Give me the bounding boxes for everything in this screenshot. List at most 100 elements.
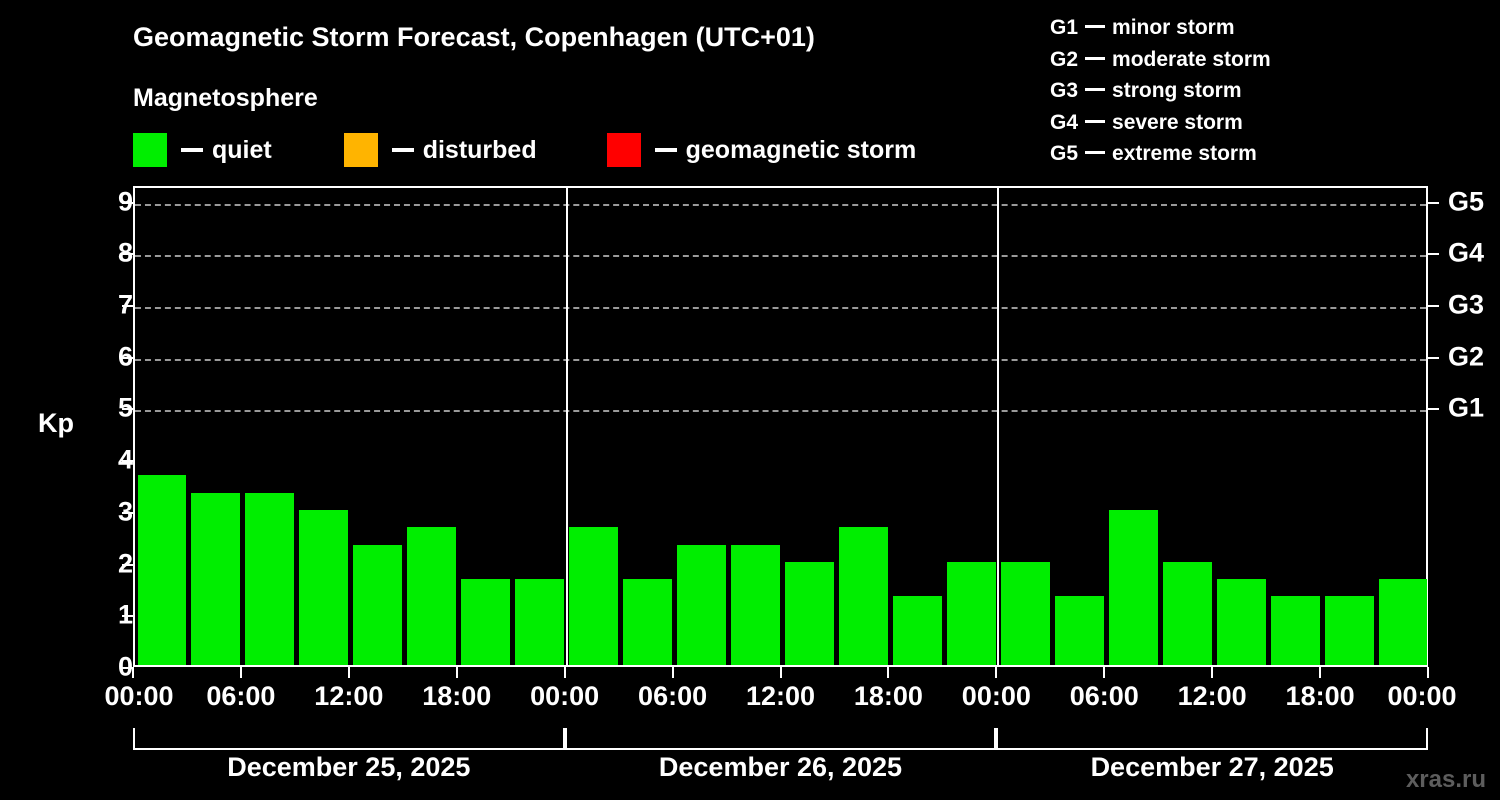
bar: [892, 596, 942, 665]
legend-item-label: geomagnetic storm: [685, 135, 917, 164]
y-axis-tick: [122, 667, 133, 669]
y-axis-tick: [122, 615, 133, 618]
x-axis-tick: [671, 667, 674, 678]
y-axis-tick-label: 8: [117, 237, 133, 268]
y-axis: 0 1 2 3 4 5 6 7 8 9: [75, 186, 133, 682]
bar: [461, 578, 511, 665]
storm-swatch: [606, 133, 641, 167]
gridline: [135, 306, 1426, 309]
legend: quiet disturbed geomagnetic storm: [133, 133, 916, 167]
g-axis-tick: [1428, 253, 1439, 256]
disturbed-swatch: [343, 133, 378, 167]
g-scale-code: G1: [1050, 16, 1079, 39]
y-axis-tick-label: 5: [117, 392, 133, 423]
x-axis-tick: [779, 667, 782, 678]
y-axis-tick: [122, 511, 133, 514]
x-axis-tick-label: 00:00: [961, 681, 1031, 711]
gridline: [135, 203, 1426, 206]
gridline: [135, 410, 1426, 413]
g-axis-tick: [1428, 201, 1439, 204]
day-bracket: [564, 728, 997, 750]
day-label: December 27, 2025: [1090, 752, 1334, 782]
x-axis-tick-label: 06:00: [206, 681, 276, 711]
bar: [1216, 578, 1266, 665]
g-scale-dash-icon: [1085, 88, 1106, 91]
day-axis: December 25, 2025 December 26, 2025 Decemb…: [133, 728, 1428, 788]
x-axis-tick: [455, 667, 458, 678]
day-bracket: [996, 728, 1428, 750]
g-scale-description: moderate storm: [1112, 47, 1271, 71]
bar: [407, 526, 457, 665]
g-scale-row: G2 moderate storm: [1050, 44, 1490, 76]
bar: [1324, 596, 1374, 665]
y-axis-tick: [122, 201, 133, 204]
bar: [623, 578, 673, 665]
bar: [299, 509, 349, 665]
g-scale-row: G1 minor storm: [1050, 12, 1490, 44]
g-axis-tick: [1428, 356, 1439, 359]
bar: [245, 492, 295, 665]
y-axis-tick-label: 9: [117, 186, 133, 217]
bar: [1270, 596, 1320, 665]
legend-item: geomagnetic storm: [606, 133, 917, 167]
quiet-swatch: [133, 133, 167, 167]
g-scale-description: extreme storm: [1112, 142, 1257, 165]
x-axis-tick: [347, 667, 350, 678]
bar: [946, 561, 996, 665]
day-label: December 26, 2025: [658, 752, 903, 782]
y-axis-tick-label: 1: [117, 599, 133, 630]
bar: [1000, 561, 1050, 665]
g-axis-tick-label: G5: [1448, 186, 1485, 217]
y-axis-tick-label: 2: [117, 548, 133, 579]
legend-dash-icon: [391, 148, 414, 152]
x-axis-tick-label: 18:00: [853, 681, 923, 711]
y-axis-tick: [122, 356, 133, 359]
bar: [731, 544, 780, 665]
x-axis-tick: [563, 667, 566, 678]
g-scale-row: G4 severe storm: [1050, 107, 1490, 139]
legend-item: disturbed: [343, 133, 537, 167]
x-axis-tick: [887, 667, 890, 678]
x-axis-tick-label: 12:00: [745, 681, 816, 711]
legend-heading: Magnetosphere: [133, 84, 318, 112]
g-scale-code: G4: [1050, 110, 1079, 134]
y-axis-tick: [122, 408, 133, 411]
g-axis-tick-label: G4: [1448, 237, 1485, 268]
gridline: [135, 255, 1426, 258]
bar: [1162, 561, 1212, 665]
plot-area: [133, 186, 1428, 667]
legend-dash-icon: [181, 148, 203, 152]
y-axis-tick: [122, 253, 133, 256]
g-scale-legend: G1 minor storm G2 moderate storm G3 strong st…: [1050, 12, 1490, 170]
day-separator: [565, 188, 568, 665]
g-scale-dash-icon: [1085, 119, 1106, 123]
x-axis-tick: [1427, 667, 1429, 678]
g-scale-code: G3: [1050, 79, 1079, 102]
g-scale-description: strong storm: [1112, 79, 1242, 102]
x-axis-tick: [239, 667, 242, 678]
day-bracket: [133, 728, 565, 750]
right-g-axis: G1 G2 G3 G4 G5: [1428, 186, 1500, 667]
g-axis-tick-label: G3: [1448, 289, 1485, 320]
g-scale-description: severe storm: [1112, 110, 1243, 134]
g-axis-tick: [1428, 304, 1439, 307]
x-axis-tick: [132, 667, 134, 678]
y-axis-tick: [122, 460, 133, 463]
bar: [1378, 578, 1428, 665]
x-axis-tick: [995, 667, 998, 678]
y-axis-tick-label: 7: [117, 289, 133, 320]
x-axis-tick-label: 12:00: [314, 681, 384, 711]
x-axis-tick-label: 00:00: [530, 681, 600, 711]
day-label: December 25, 2025: [227, 752, 471, 782]
y-axis-tick-label: 6: [117, 341, 133, 372]
bar: [353, 544, 403, 665]
x-axis-tick: [1319, 667, 1322, 678]
bar: [785, 561, 834, 665]
x-axis-tick-label: 06:00: [1069, 681, 1139, 711]
y-axis-tick-label: 0: [117, 651, 133, 682]
x-axis-tick-label: 18:00: [422, 681, 492, 711]
x-axis-tick-label: 06:00: [638, 681, 708, 711]
bar: [137, 475, 187, 665]
y-axis-tick: [122, 304, 133, 307]
